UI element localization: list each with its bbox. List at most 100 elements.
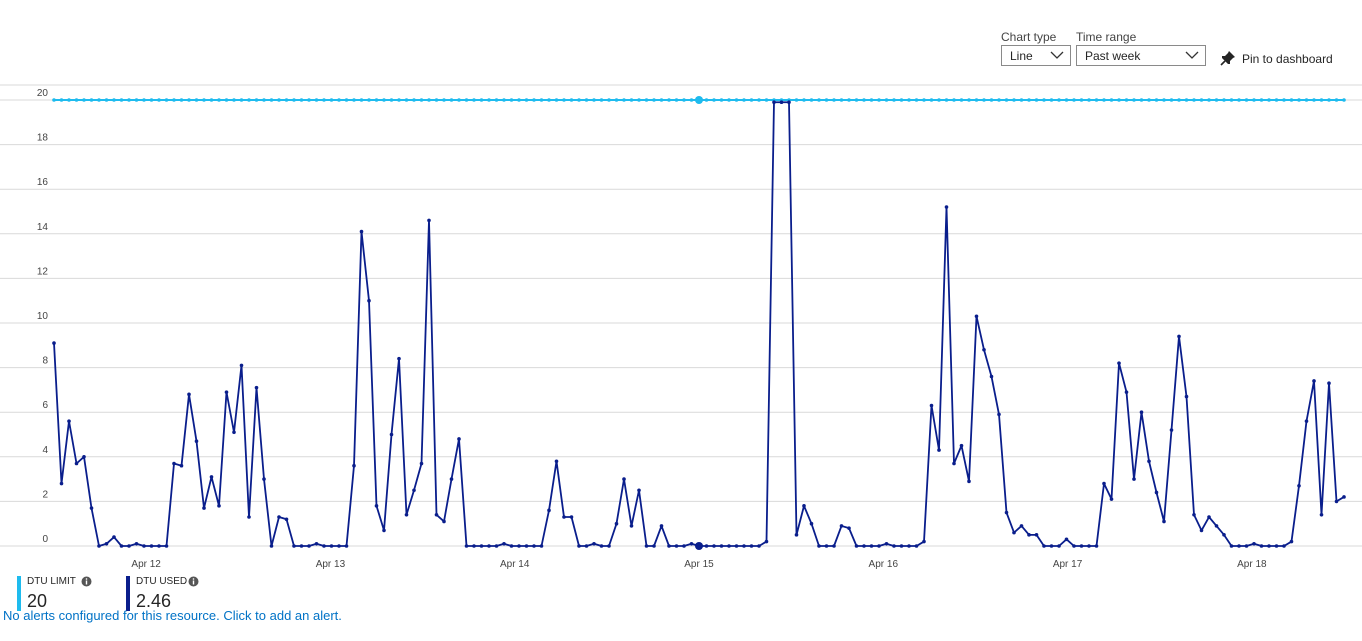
dtu-used-point [299, 544, 304, 548]
dtu-limit-point [584, 98, 589, 102]
dtu-limit-point [1199, 98, 1204, 102]
dtu-used-point [329, 544, 334, 548]
dtu-limit-point [667, 98, 671, 102]
series-dtu-limit [52, 96, 1346, 104]
dtu-limit-point [959, 98, 964, 102]
dtu-limit-point [299, 98, 304, 102]
dtu-used-point [509, 544, 514, 548]
dtu-limit-point [1289, 98, 1294, 102]
dtu-limit-point [1147, 98, 1151, 102]
x-tick-label: Apr 12 [131, 559, 161, 570]
dtu-used-point [1117, 361, 1121, 365]
dtu-limit-point [1027, 98, 1031, 102]
dtu-used-point [322, 544, 326, 548]
dtu-limit-point [532, 98, 536, 102]
dtu-used-point [937, 448, 941, 452]
dtu-used-point [802, 504, 806, 508]
dtu-used-point [1207, 515, 1211, 519]
dtu-used-point [262, 477, 266, 481]
dtu-limit-point [517, 98, 521, 102]
dtu-used-point [524, 544, 529, 548]
series-dtu-used [52, 100, 1346, 550]
dtu-limit-point [1282, 98, 1286, 102]
dtu-used-point [1064, 537, 1069, 542]
dtu-limit-point [427, 98, 431, 102]
dtu-limit-point [284, 98, 289, 102]
dtu-limit-point [194, 98, 199, 102]
time-range-select[interactable]: Past week [1076, 45, 1206, 66]
dtu-limit-point [922, 98, 926, 102]
dtu-used-point [644, 544, 649, 548]
dtu-limit-point [262, 98, 266, 102]
dtu-limit-point [1334, 98, 1339, 102]
dtu-used-point [82, 455, 86, 459]
info-icon[interactable] [81, 576, 92, 587]
dtu-used-point [862, 544, 866, 548]
dtu-limit-point [1297, 98, 1301, 102]
dtu-limit-point [202, 98, 206, 102]
dtu-used-point [269, 544, 274, 548]
dtu-used-point [1147, 459, 1151, 464]
dtu-used-point [224, 390, 229, 394]
legend-dtu-used[interactable]: DTU USED 2.46 [126, 576, 221, 612]
dtu-limit-point [1274, 98, 1279, 102]
dtu-used-point [359, 229, 364, 234]
dtu-limit-point [1177, 98, 1181, 102]
dtu-limit-point [292, 98, 296, 102]
dtu-limit-point [217, 98, 221, 102]
dtu-used-point [727, 544, 731, 548]
dtu-limit-point [1072, 98, 1076, 102]
dtu-limit-point [877, 98, 881, 102]
dtu-used-point [667, 544, 671, 548]
dtu-used-point [599, 544, 604, 548]
dtu-used-point [772, 100, 776, 105]
add-alert-link[interactable]: No alerts configured for this resource. … [3, 608, 342, 623]
dtu-limit-point [494, 98, 499, 102]
dtu-used-point [149, 544, 154, 548]
dtu-used-point [479, 544, 484, 548]
legend-dtu-limit[interactable]: DTU LIMIT 20 [17, 576, 112, 612]
dtu-used-point [839, 524, 844, 528]
dtu-used-point [1192, 512, 1196, 517]
dtu-limit-point [442, 98, 446, 102]
dtu-limit-point [89, 98, 94, 102]
dtu-limit-point [1124, 98, 1129, 102]
x-tick-labels: Apr 12 Apr 13 Apr 14 Apr 15 Apr 16 Apr 17 Apr … [131, 559, 1267, 570]
legend-value: 20 [27, 591, 48, 611]
dtu-used-point [457, 437, 461, 441]
dtu-limit-point [419, 98, 424, 102]
dtu-limit-point [322, 98, 326, 102]
dtu-limit-point [997, 98, 1001, 102]
dtu-limit-point [367, 98, 371, 102]
dtu-used-point [907, 544, 911, 548]
dtu-limit-point [1259, 98, 1264, 102]
dtu-used-point [584, 544, 589, 548]
dtu-used-point [1304, 419, 1309, 423]
dtu-used-point [659, 524, 664, 528]
dtu-used-point [1102, 481, 1106, 486]
dtu-used-point [1057, 544, 1061, 548]
dtu-used-point [1334, 499, 1339, 504]
dtu-limit-point [1154, 98, 1159, 102]
dtu-limit-point [817, 98, 821, 102]
dtu-limit-point [562, 98, 566, 102]
dtu-used-point [899, 544, 904, 548]
dtu-used-point [1237, 544, 1241, 548]
dtu-limit-point [1192, 98, 1196, 102]
dtu-used-point [952, 461, 956, 466]
dtu-used-point [854, 544, 859, 548]
dtu-limit-point [637, 98, 641, 102]
dtu-used-point [1342, 495, 1346, 499]
dtu-used-point [944, 205, 949, 209]
chart-type-select[interactable]: Line [1001, 45, 1071, 66]
info-icon[interactable] [188, 576, 199, 587]
x-tick-label: Apr 14 [500, 559, 530, 570]
dtu-limit-point [134, 98, 139, 102]
dtu-used-point [914, 544, 919, 548]
dtu-limit-point [554, 98, 559, 102]
dtu-used-point [157, 544, 161, 548]
dtu-used-hover-point [695, 542, 703, 550]
dtu-used-point [449, 477, 454, 481]
dtu-limit-point [794, 98, 799, 102]
dtu-limit-point [839, 98, 844, 102]
